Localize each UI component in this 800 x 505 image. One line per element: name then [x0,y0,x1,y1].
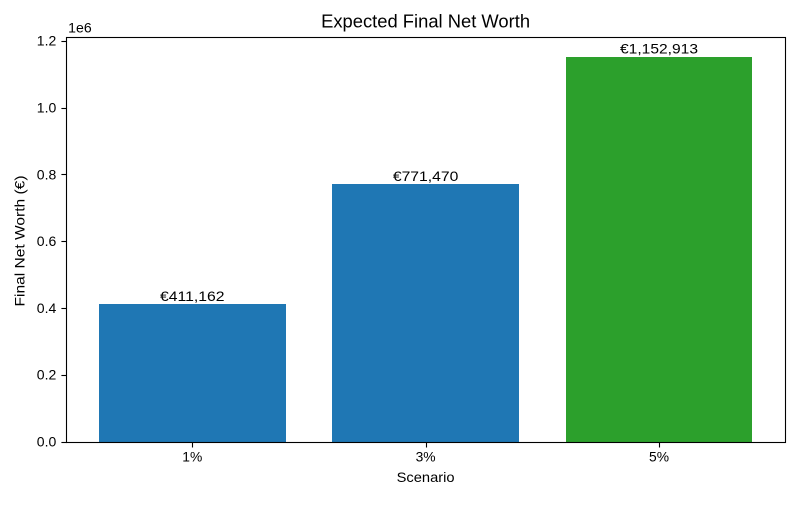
svg-text:0.4: 0.4 [37,300,57,316]
svg-text:1e6: 1e6 [68,20,92,36]
svg-text:0.8: 0.8 [37,166,57,182]
svg-text:1.0: 1.0 [37,100,57,116]
svg-text:3%: 3% [416,449,436,465]
svg-text:0.2: 0.2 [37,367,57,383]
svg-text:€1,152,913: €1,152,913 [620,41,698,57]
svg-text:Expected Final Net Worth: Expected Final Net Worth [321,12,530,32]
svg-text:1.2: 1.2 [37,33,57,49]
svg-text:0.6: 0.6 [37,233,57,249]
svg-text:€771,470: €771,470 [393,168,459,184]
svg-text:€411,162: €411,162 [160,288,225,304]
svg-text:1%: 1% [182,449,202,465]
svg-text:5%: 5% [649,449,669,465]
svg-text:Scenario: Scenario [397,469,455,485]
svg-text:Final Net Worth (€): Final Net Worth (€) [12,176,28,307]
svg-text:0.0: 0.0 [37,434,57,450]
